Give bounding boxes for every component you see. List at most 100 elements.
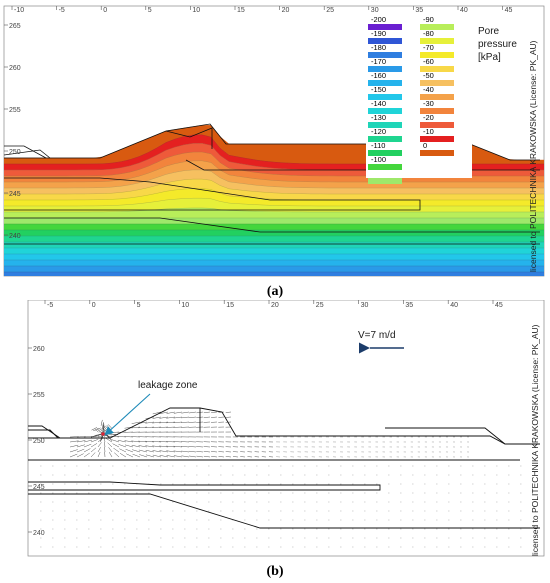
y-tick-label: 240 — [9, 233, 21, 240]
x-tick-label: -5 — [47, 302, 53, 309]
legend-swatch — [420, 52, 454, 58]
velocity-vector — [118, 444, 127, 448]
legend-swatch — [368, 178, 402, 184]
legend-unit: [kPa] — [478, 52, 501, 63]
pore-pressure-panel: -10 -5 0 5 10 15 20 25 30 35 40 45 265 260 255 250 245 2… — [3, 5, 545, 299]
velocity-vector — [166, 411, 176, 414]
x-tick-label: 40 — [460, 7, 468, 14]
y-axis-ticks-a: 265 260 255 250 245 240 — [4, 23, 21, 240]
velocity-vector — [124, 436, 134, 438]
velocity-vector — [159, 411, 169, 414]
x-tick-label: 35 — [405, 302, 413, 309]
velocity-vector — [97, 451, 101, 458]
velocity-vector — [166, 421, 176, 424]
leakage-zone-pointer — [104, 393, 151, 436]
legend-label: -170 — [371, 57, 386, 66]
velocity-vector — [159, 454, 169, 458]
velocity-vector — [173, 445, 183, 448]
velocity-vector — [95, 427, 101, 432]
y-tick-label: 260 — [9, 65, 21, 72]
velocity-vector — [159, 441, 169, 443]
velocity-vector — [159, 445, 169, 448]
contour-band — [4, 217, 544, 225]
velocity-vector — [188, 411, 197, 414]
legend-swatch — [420, 150, 454, 156]
velocity-vector — [181, 455, 190, 458]
legend-label: -60 — [423, 57, 434, 66]
leakage-point — [100, 431, 106, 437]
velocity-vector — [119, 453, 127, 458]
velocity-vector — [152, 445, 162, 448]
velocity-vector — [166, 450, 176, 453]
velocity-vector — [83, 443, 92, 448]
legend-swatch — [368, 52, 402, 58]
velocity-vector — [132, 453, 141, 458]
x-axis-ticks-a: -10 -5 0 5 10 15 20 25 30 35 40 45 — [11, 6, 512, 14]
velocity-vector — [124, 440, 134, 443]
legend-swatch — [420, 136, 454, 142]
velocity-vector — [110, 435, 120, 438]
velocity-vector — [145, 454, 155, 458]
license-text-a: licensed to POLITECHNIKA KRAKOWSKA (Lice… — [528, 40, 538, 272]
x-tick-label: 15 — [237, 7, 245, 14]
soil-layer-boundaries-b — [28, 407, 540, 529]
velocity-vector — [218, 451, 225, 453]
x-tick-label: -5 — [59, 7, 65, 14]
legend-swatch — [368, 136, 402, 142]
velocity-vector — [145, 449, 155, 453]
y-axis-ticks-b: 260 255 250 245 240 — [28, 346, 45, 537]
velocity-vector — [196, 451, 204, 453]
velocity-vector — [152, 421, 162, 424]
license-text-b: licensed to POLITECHNIKA KRAKOWSKA (Lice… — [530, 324, 540, 556]
contour-band — [4, 259, 544, 267]
legend-swatch — [368, 108, 402, 114]
velocity-vector — [203, 451, 211, 453]
velocity-vector — [102, 422, 104, 429]
x-tick-label: 5 — [137, 302, 141, 309]
velocity-vector — [188, 421, 197, 423]
velocity-vector — [83, 448, 91, 453]
x-tick-label: 30 — [361, 302, 369, 309]
velocity-vector — [166, 426, 176, 428]
velocity-vector — [196, 455, 204, 458]
velocity-vector — [106, 438, 113, 443]
velocity-vector — [76, 436, 86, 438]
velocity-vector — [90, 439, 99, 443]
x-tick-label: 20 — [271, 302, 279, 309]
legend-swatch — [420, 24, 454, 30]
velocity-vector — [139, 454, 148, 458]
legend-left-column: -200 -190 -180 -170 -160 -150 -140 -130 -120 -110… — [368, 15, 402, 184]
contour-band — [4, 229, 544, 237]
velocity-vector — [232, 456, 239, 458]
velocity-vector — [173, 450, 183, 453]
legend-swatch — [368, 80, 402, 86]
velocity-vector — [181, 421, 190, 423]
caption-b: (b) — [266, 564, 284, 579]
velocity-vector — [96, 428, 103, 432]
legend-swatch — [368, 66, 402, 72]
velocity-vector — [138, 445, 148, 448]
y-tick-label: 265 — [9, 23, 21, 30]
velocity-vector — [131, 421, 141, 424]
x-tick-label: 25 — [326, 7, 334, 14]
velocity-vector — [111, 439, 120, 443]
velocity-vector — [99, 436, 103, 443]
contour-band — [4, 223, 544, 231]
velocity-scale: V=7 m/d — [358, 330, 404, 354]
velocity-vector — [125, 448, 134, 453]
legend-label: -90 — [423, 15, 434, 24]
contour-line — [4, 178, 544, 195]
legend-label: -110 — [371, 141, 385, 150]
velocity-vector — [69, 440, 79, 443]
velocity-vector — [218, 456, 225, 458]
velocity-vector — [203, 455, 211, 458]
velocity-vector — [211, 451, 218, 453]
x-tick-label: 10 — [192, 7, 200, 14]
velocity-vector — [100, 419, 103, 426]
velocity-vector — [93, 427, 99, 432]
legend-label: -190 — [371, 29, 386, 38]
x-tick-label: 45 — [495, 302, 503, 309]
velocity-vector — [117, 436, 127, 438]
velocity-vector — [181, 450, 190, 453]
legend-swatch — [368, 94, 402, 100]
